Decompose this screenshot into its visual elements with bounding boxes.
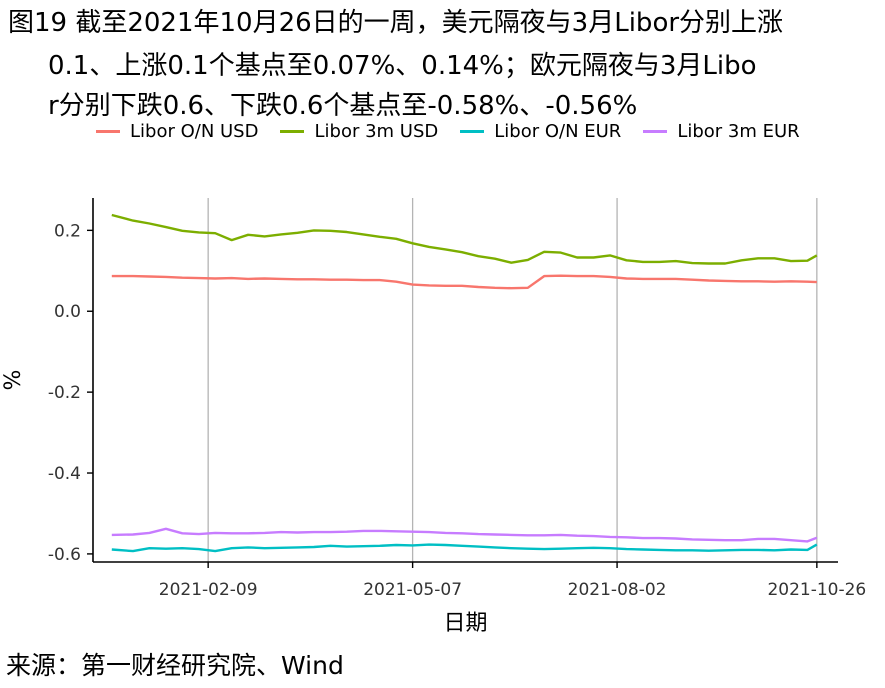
x-tick-label-2: 2021-08-02 xyxy=(568,580,667,600)
y-tick-label-2: -0.2 xyxy=(48,383,81,403)
legend-item-libor-o-n-usd: Libor O/N USD xyxy=(96,121,258,142)
legend-item-libor-3m-eur: Libor 3m EUR xyxy=(643,121,800,142)
legend-swatch-libor-o-n-eur xyxy=(460,130,485,133)
legend-swatch-libor-3m-eur xyxy=(643,130,668,133)
series-line-libor-o-n-usd xyxy=(111,274,817,290)
legend-item-libor-3m-usd: Libor 3m USD xyxy=(280,121,438,142)
series-line-libor-3m-eur xyxy=(111,527,818,543)
y-axis-title: % xyxy=(1,370,26,391)
legend-swatch-libor-o-n-usd xyxy=(96,130,120,133)
chart-legend: Libor O/N USD Libor 3m USD Libor O/N EUR Li… xyxy=(96,121,822,142)
legend-label-libor-o-n-eur: Libor O/N EUR xyxy=(494,121,622,142)
y-tick-label-4: -0.6 xyxy=(48,545,81,565)
y-tick-label-3: -0.4 xyxy=(48,464,81,484)
x-axis-title: 日期 xyxy=(443,611,487,636)
source-note: 来源：第一财经研究院、Wind xyxy=(6,651,344,680)
chart-title-line-1: 图19 截至2021年10月26日的一周，美元隔夜与3月Libor分别上涨 xyxy=(8,8,784,38)
legend-label-libor-3m-eur: Libor 3m EUR xyxy=(677,121,800,142)
x-tick-label-1: 2021-05-07 xyxy=(363,580,462,600)
y-tick-label-1: 0.0 xyxy=(54,302,81,322)
legend-label-libor-3m-usd: Libor 3m USD xyxy=(314,121,439,142)
series-line-libor-o-n-eur xyxy=(111,543,818,553)
legend-item-libor-o-n-eur: Libor O/N EUR xyxy=(460,121,621,142)
x-tick-label-3: 2021-10-26 xyxy=(767,580,866,600)
chart-title-line-3: r分别下跌0.6、下跌0.6个基点至-0.58%、-0.56% xyxy=(48,91,638,121)
x-tick-label-0: 2021-02-09 xyxy=(159,580,258,600)
series-line-libor-3m-usd xyxy=(111,213,818,265)
chart-title-line-2: 0.1、上涨0.1个基点至0.07%、0.14%；欧元隔夜与3月Libo xyxy=(48,51,757,81)
legend-swatch-libor-3m-usd xyxy=(280,130,305,133)
legend-label-libor-o-n-usd: Libor O/N USD xyxy=(130,121,259,142)
y-tick-label-0: 0.2 xyxy=(54,221,81,241)
